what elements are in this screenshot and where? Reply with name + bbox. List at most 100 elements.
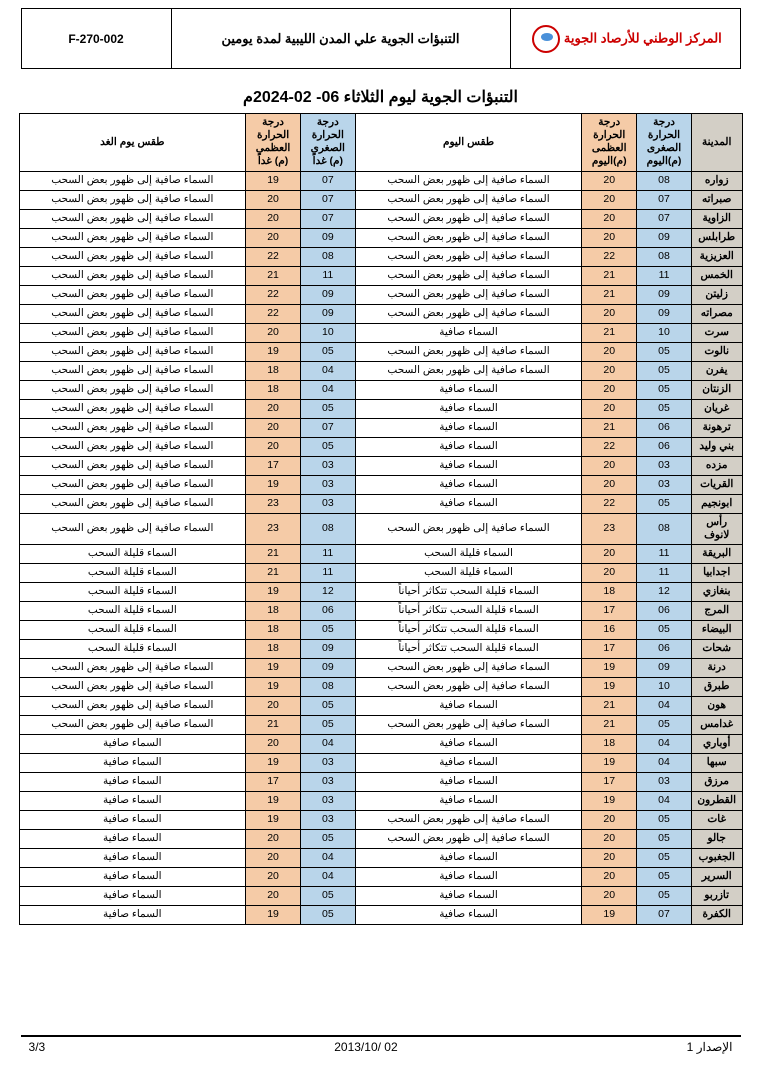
cell-tmin2: 09	[300, 639, 355, 658]
cell-city: سبها	[691, 753, 742, 772]
cell-today: السماء قليلة السحب تتكاثر أحياناً	[355, 582, 582, 601]
cell-today: السماء صافية	[355, 905, 582, 924]
cell-tmin2: 04	[300, 867, 355, 886]
cell-tom: السماء صافية إلى ظهور بعض السحب	[19, 494, 246, 513]
cell-tmin2: 05	[300, 905, 355, 924]
cell-tmin2: 05	[300, 715, 355, 734]
cell-city: شحات	[691, 639, 742, 658]
cell-tmax: 21	[582, 323, 637, 342]
cell-tmin: 05	[637, 361, 692, 380]
cell-tmin: 04	[637, 791, 692, 810]
cell-tmin: 07	[637, 209, 692, 228]
table-row: مصراته0920السماء صافية إلى ظهور بعض السح…	[19, 304, 742, 323]
cell-tmin2: 04	[300, 361, 355, 380]
cell-tom: السماء صافية إلى ظهور بعض السحب	[19, 342, 246, 361]
table-row: الكفرة0719السماء صافية0519السماء صافية	[19, 905, 742, 924]
cell-tom: السماء صافية	[19, 791, 246, 810]
cell-tmax: 20	[582, 228, 637, 247]
cell-city: بني وليد	[691, 437, 742, 456]
cell-tmax2: 20	[246, 437, 301, 456]
cell-tmin: 11	[637, 563, 692, 582]
cell-city: القطرون	[691, 791, 742, 810]
cell-today: السماء قليلة السحب تتكاثر أحياناً	[355, 601, 582, 620]
cell-tmin: 07	[637, 190, 692, 209]
col-tmin-today: درجة الحرارة الصغرى (م)اليوم	[637, 114, 692, 172]
cell-tmin: 05	[637, 494, 692, 513]
cell-tmin2: 07	[300, 190, 355, 209]
cell-today: السماء صافية إلى ظهور بعض السحب	[355, 658, 582, 677]
table-row: القريات0320السماء صافية0319السماء صافية …	[19, 475, 742, 494]
cell-tmin: 08	[637, 171, 692, 190]
cell-tmax2: 21	[246, 715, 301, 734]
cell-tmin2: 03	[300, 753, 355, 772]
footer: الإصدار 1 2013/10/ 02 3/3	[21, 1035, 741, 1057]
table-row: السرير0520السماء صافية0420السماء صافية	[19, 867, 742, 886]
form-code: F-270-002	[21, 9, 171, 69]
cell-city: البيضاء	[691, 620, 742, 639]
cell-today: السماء صافية	[355, 848, 582, 867]
cell-city: مصراته	[691, 304, 742, 323]
cell-city: رأس لانوف	[691, 513, 742, 544]
cell-tmax2: 18	[246, 361, 301, 380]
table-row: مزده0320السماء صافية0317السماء صافية إلى…	[19, 456, 742, 475]
cell-today: السماء صافية	[355, 734, 582, 753]
cell-city: طرابلس	[691, 228, 742, 247]
cell-city: الزنتان	[691, 380, 742, 399]
doc-title: التنبؤات الجوية علي المدن الليبية لمدة ي…	[171, 9, 510, 69]
cell-today: السماء صافية	[355, 753, 582, 772]
cell-city: المرج	[691, 601, 742, 620]
table-row: القطرون0419السماء صافية0319السماء صافية	[19, 791, 742, 810]
cell-tom: السماء صافية	[19, 905, 246, 924]
cell-tmin2: 11	[300, 544, 355, 563]
cell-tmax2: 20	[246, 696, 301, 715]
col-tmax-tom: درجة الحرارة العظمى (م) غداً	[246, 114, 301, 172]
cell-tmin2: 05	[300, 342, 355, 361]
cell-tmax: 20	[582, 829, 637, 848]
cell-tmax: 20	[582, 209, 637, 228]
cell-tmin2: 08	[300, 513, 355, 544]
cell-tmin: 05	[637, 829, 692, 848]
cell-today: السماء صافية إلى ظهور بعض السحب	[355, 304, 582, 323]
footer-page: 3/3	[29, 1040, 46, 1054]
cell-city: القريات	[691, 475, 742, 494]
cell-today: السماء صافية إلى ظهور بعض السحب	[355, 715, 582, 734]
page-title: التنبؤات الجوية ليوم الثلاثاء 06- 02-202…	[0, 87, 761, 107]
cell-today: السماء صافية إلى ظهور بعض السحب	[355, 247, 582, 266]
weather-table: المدينة درجة الحرارة الصغرى (م)اليوم درج…	[19, 113, 743, 925]
table-row: العزيزية0822السماء صافية إلى ظهور بعض ال…	[19, 247, 742, 266]
cell-tmax: 19	[582, 753, 637, 772]
cell-tmin2: 07	[300, 418, 355, 437]
table-row: اجدابيا1120السماء قليلة السحب1121السماء …	[19, 563, 742, 582]
cell-tom: السماء صافية	[19, 848, 246, 867]
org-name: المركز الوطني للأرصاد الجوية	[564, 30, 722, 45]
cell-city: مرزق	[691, 772, 742, 791]
cell-tom: السماء صافية	[19, 772, 246, 791]
cell-tmin: 05	[637, 867, 692, 886]
cell-tmax2: 19	[246, 475, 301, 494]
cell-tmax: 20	[582, 475, 637, 494]
cell-tmin: 09	[637, 304, 692, 323]
cell-tmax2: 20	[246, 829, 301, 848]
cell-today: السماء قليلة السحب	[355, 544, 582, 563]
cell-tmax: 21	[582, 418, 637, 437]
cell-tmin2: 06	[300, 601, 355, 620]
cell-tmax: 18	[582, 582, 637, 601]
cell-tmax2: 20	[246, 323, 301, 342]
cell-city: ترهونة	[691, 418, 742, 437]
cell-tom: السماء صافية	[19, 734, 246, 753]
cell-tmin: 05	[637, 342, 692, 361]
cell-tmin2: 05	[300, 399, 355, 418]
cell-city: طبرق	[691, 677, 742, 696]
cell-tmax: 20	[582, 190, 637, 209]
table-row: رأس لانوف0823السماء صافية إلى ظهور بعض ا…	[19, 513, 742, 544]
cell-tmax2: 19	[246, 342, 301, 361]
cell-tmin: 03	[637, 772, 692, 791]
cell-today: السماء صافية	[355, 867, 582, 886]
cell-tmax: 20	[582, 848, 637, 867]
cell-tmin2: 09	[300, 285, 355, 304]
cell-today: السماء صافية إلى ظهور بعض السحب	[355, 677, 582, 696]
cell-tmin2: 03	[300, 475, 355, 494]
table-row: ترهونة0621السماء صافية0720السماء صافية إ…	[19, 418, 742, 437]
cell-tmax2: 20	[246, 190, 301, 209]
cell-tmin2: 05	[300, 829, 355, 848]
